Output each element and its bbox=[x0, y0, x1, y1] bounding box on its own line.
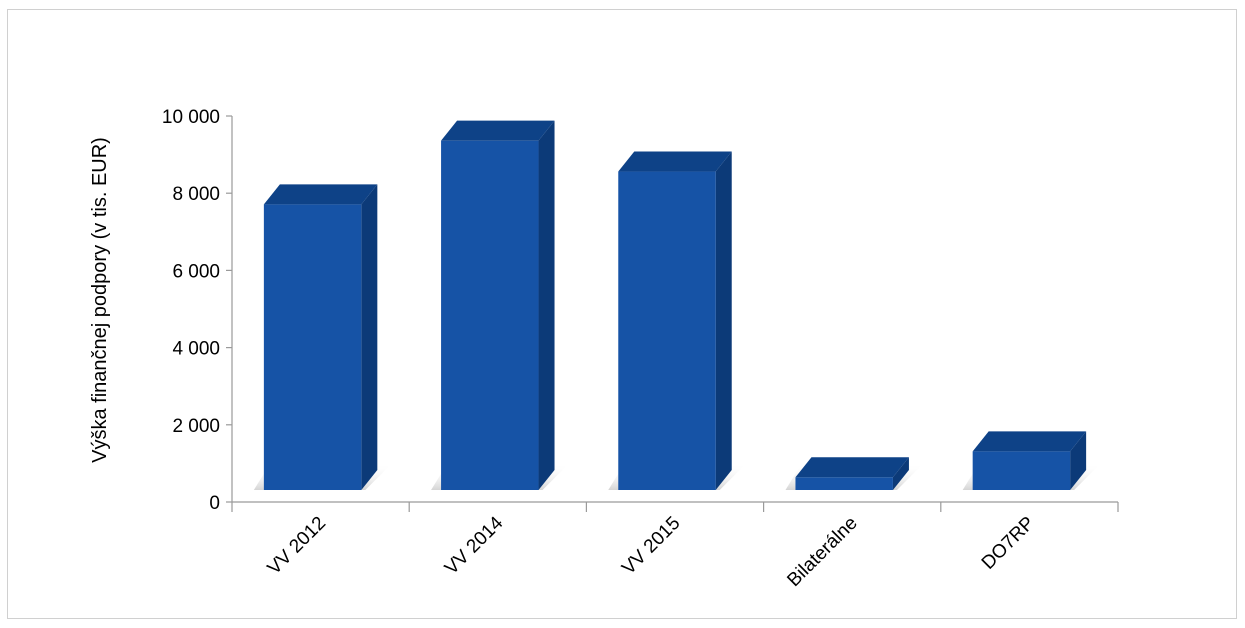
bar-side bbox=[892, 457, 909, 490]
y-tick-label: 8 000 bbox=[172, 184, 220, 205]
bar-side bbox=[1070, 431, 1087, 490]
y-tick-label: 4 000 bbox=[172, 339, 220, 360]
bar bbox=[431, 120, 569, 491]
y-axis: 0 2 000 4 000 6 000 8 000 10 000 bbox=[162, 107, 233, 514]
x-axis: VV 2012 VV 2014 VV 2015 Bilaterálne DO7RP bbox=[231, 501, 1119, 591]
bar-front bbox=[263, 204, 362, 491]
bar-top bbox=[441, 120, 555, 141]
y-tick-label: 2 000 bbox=[172, 416, 220, 437]
bar-front bbox=[972, 451, 1071, 490]
bar-side bbox=[361, 184, 378, 491]
bar bbox=[608, 151, 746, 491]
bar-top bbox=[618, 151, 732, 172]
bar bbox=[253, 184, 392, 491]
x-tick-label: VV 2015 bbox=[618, 513, 684, 579]
y-tick-label: 6 000 bbox=[172, 261, 220, 282]
bar-top bbox=[795, 457, 909, 478]
x-tick-label: DO7RP bbox=[978, 513, 1039, 574]
bar-front bbox=[618, 171, 716, 491]
bar-top bbox=[972, 431, 1087, 452]
bar bbox=[785, 457, 923, 490]
bar-top bbox=[263, 184, 378, 205]
bars bbox=[253, 120, 1101, 491]
x-tick-label: VV 2014 bbox=[441, 512, 508, 579]
bar bbox=[962, 431, 1101, 490]
bar-front bbox=[795, 477, 893, 490]
bar-side bbox=[538, 120, 555, 491]
x-tick-label: VV 2012 bbox=[264, 513, 330, 579]
y-axis-label: Výška finančnej podpory (v tis. EUR) bbox=[89, 137, 111, 463]
bar-front bbox=[441, 140, 539, 491]
bar-side bbox=[715, 151, 732, 491]
x-tick-label: Bilaterálne bbox=[783, 513, 861, 591]
y-tick-label: 10 000 bbox=[162, 107, 220, 128]
y-tick-label: 0 bbox=[209, 493, 220, 514]
